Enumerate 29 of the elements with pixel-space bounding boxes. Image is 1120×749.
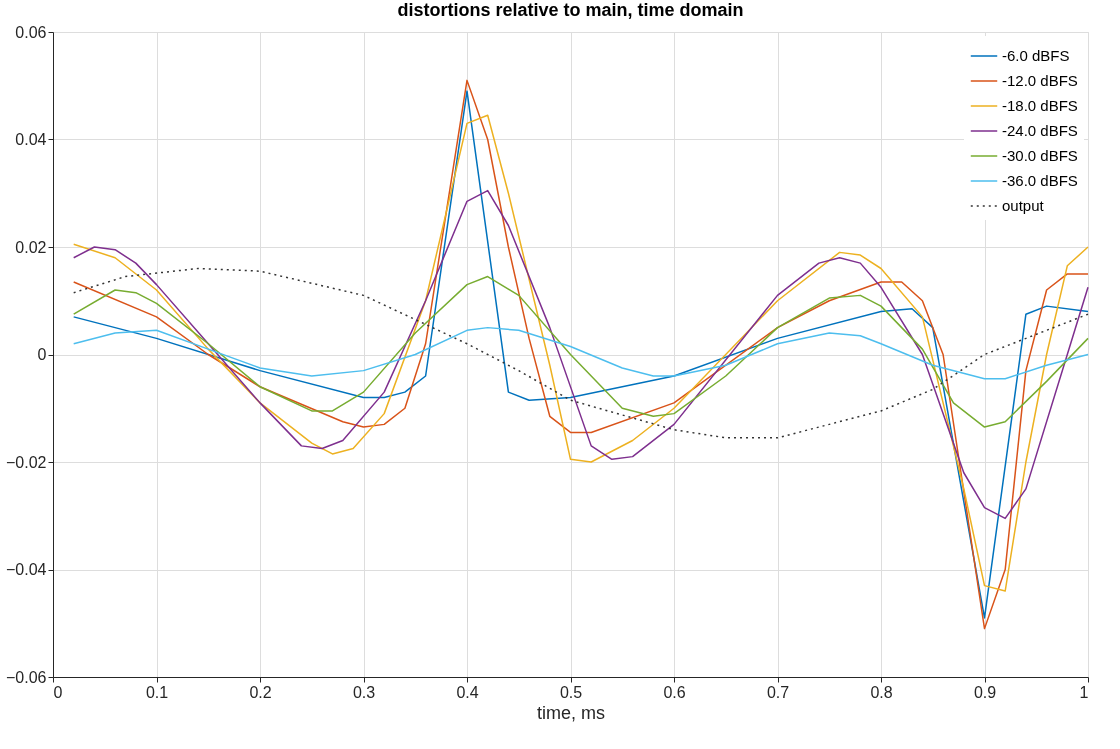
x-tick-label: 0.7 [766,683,790,701]
y-tick-label: 0.06 [15,23,47,41]
y-tick-label: 0 [37,346,47,363]
x-tick-label: 0.3 [352,683,376,701]
x-tick-label: 0.2 [249,683,272,701]
y-tick-label: −0.04 [6,561,47,578]
x-tick-label: 0.1 [145,683,169,701]
x-tick-label: 0.4 [456,683,479,701]
x-axis-title: time, ms [536,702,606,723]
x-tick-label: 0.9 [973,683,997,701]
legend-label: output [1002,197,1045,214]
line-series [72,326,1089,380]
legend-label: -24.0 dBFS [1002,122,1078,139]
x-tick-label: 0.8 [870,683,893,701]
y-tick-label: 0.04 [15,131,47,148]
legend-label: -30.0 dBFS [1002,147,1078,164]
y-tick-label: −0.06 [6,668,47,686]
x-tick-label: 0.5 [559,683,583,701]
legend-label: -18.0 dBFS [1002,97,1078,114]
legend-label: -36.0 dBFS [1002,172,1078,189]
y-tick-label: −0.02 [6,453,47,471]
line-series [72,189,1089,520]
legend-label: -12.0 dBFS [1002,72,1078,89]
legend-label: -6.0 dBFS [1002,47,1070,64]
y-tick-label: 0.02 [15,238,47,256]
x-tick-label: 0.6 [663,683,686,701]
x-tick-label: 1 [1079,683,1089,701]
chart-title: distortions relative to main, time domain [397,0,744,20]
x-tick-label: 0 [53,683,63,701]
